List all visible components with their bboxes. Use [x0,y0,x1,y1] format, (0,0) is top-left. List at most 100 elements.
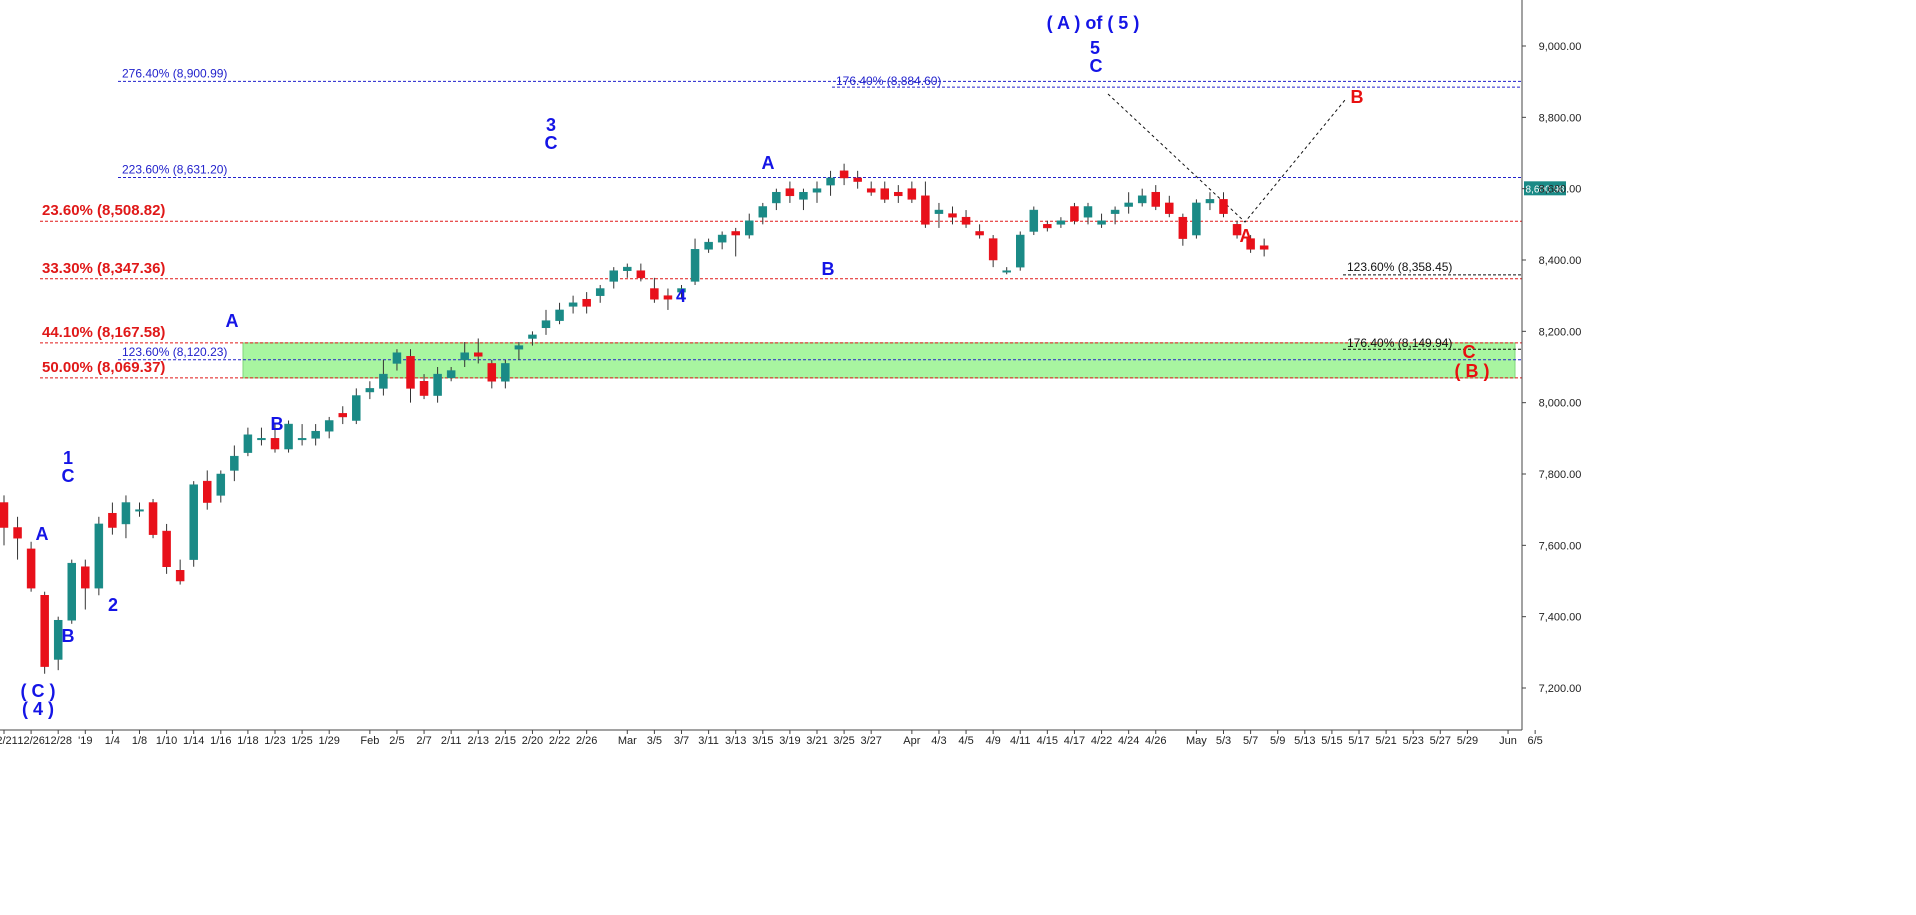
x-tick-label: 1/14 [183,735,204,747]
fib-label: 123.60% (8,120.23) [122,345,227,359]
x-tick-label: 5/29 [1457,735,1478,747]
x-tick-label: 2/15 [495,735,516,747]
candle [1219,192,1228,218]
y-tick-label: 8,200.00 [1539,326,1582,338]
candle [1151,185,1160,211]
candle [799,188,808,211]
x-tick-label: 5/15 [1321,735,1342,747]
candle-body [690,249,700,282]
x-tick-label: 1/10 [156,735,177,747]
candle-body [636,270,646,279]
x-tick-label: 5/3 [1216,735,1231,747]
candle-body [853,177,862,182]
candle [555,302,564,325]
candle [135,502,144,517]
candle [474,338,483,364]
fibonacci-levels: 276.40% (8,900.99) 176.40% (8,884.60) 223.… [40,66,1522,379]
candle [839,163,849,186]
x-tick-label: 3/5 [647,735,662,747]
x-tick-label: 5/27 [1430,735,1451,747]
candle-body [13,527,22,539]
candle-body [1083,206,1093,218]
candle [1043,220,1052,232]
candle-body [894,191,903,197]
x-tick-label: 4/17 [1064,735,1085,747]
candle-body [1124,202,1133,207]
candle [961,210,971,228]
candle [907,181,917,203]
candle-body [352,395,361,421]
x-tick-label: 2/11 [441,735,462,747]
candle-body [1259,245,1269,250]
candle-body [338,413,347,418]
candle-body [324,420,334,432]
y-tick-label: 7,400.00 [1539,612,1582,624]
x-tick-label: 5/13 [1294,735,1315,747]
candle-body [501,363,510,382]
y-tick-label: 8,000.00 [1539,398,1582,410]
wave-label: B [62,626,75,646]
axes: 8,600.98 7,200.00 7,400.00 7,600.00 7,800.00… [0,0,1581,747]
x-tick-label: 1/25 [291,735,312,747]
candle [1259,238,1269,257]
x-tick-label: 2/13 [468,735,489,747]
candle [1124,192,1133,214]
x-tick-label: 4/3 [931,735,946,747]
candle [53,616,63,671]
x-tick-label: 3/27 [860,735,881,747]
x-tick-label: 4/22 [1091,735,1112,747]
candle-body [623,266,632,271]
wave-label: B [822,259,835,279]
candle-body [121,502,131,525]
candle [880,181,889,203]
candle-body [243,434,253,453]
wave-label: C [1090,56,1103,76]
candle-body [866,188,876,193]
candle-body [921,195,930,225]
candle-body [745,220,754,236]
x-tick-label: 4/26 [1145,735,1166,747]
y-tick-label: 7,200.00 [1539,683,1582,695]
x-tick-label: 3/25 [833,735,854,747]
candle [1246,235,1255,253]
candle [338,406,347,425]
x-tick-label: 1/18 [237,735,258,747]
candle [419,374,429,400]
candle-body [826,177,835,186]
candle [379,359,388,396]
candle [406,349,415,403]
candle-body [650,288,659,300]
candle [785,181,795,203]
candle-body [1002,270,1011,273]
wave-label: 4 [676,286,686,306]
candle-body [53,619,63,660]
wave-label: A [762,153,775,173]
candle-body [555,309,564,321]
x-tick-label: 5/17 [1348,735,1369,747]
x-tick-label: 3/21 [806,735,827,747]
candle [934,202,944,228]
x-tick-label: 4/15 [1037,735,1058,747]
candle [230,445,239,482]
x-tick-label: May [1186,735,1207,747]
candle-body [1137,195,1147,204]
candle [866,181,876,196]
candle-body [785,188,795,197]
candle-body [406,356,415,389]
fib-label: 23.60% (8,508.82) [42,202,165,219]
y-tick-label: 8,600.00 [1539,184,1582,196]
candle-body [270,438,280,450]
candle-body [1246,238,1255,250]
candle [1232,220,1242,239]
candle-body [284,423,293,450]
candle-body [1056,220,1066,225]
candle [1097,213,1106,228]
candlesticks [0,163,1269,674]
candle-body [772,191,781,204]
wave-label: ( B ) [1455,361,1490,381]
wave-label: A [36,524,49,544]
candle-body [460,352,469,361]
candle-body [487,363,497,382]
candle-body [975,231,984,236]
